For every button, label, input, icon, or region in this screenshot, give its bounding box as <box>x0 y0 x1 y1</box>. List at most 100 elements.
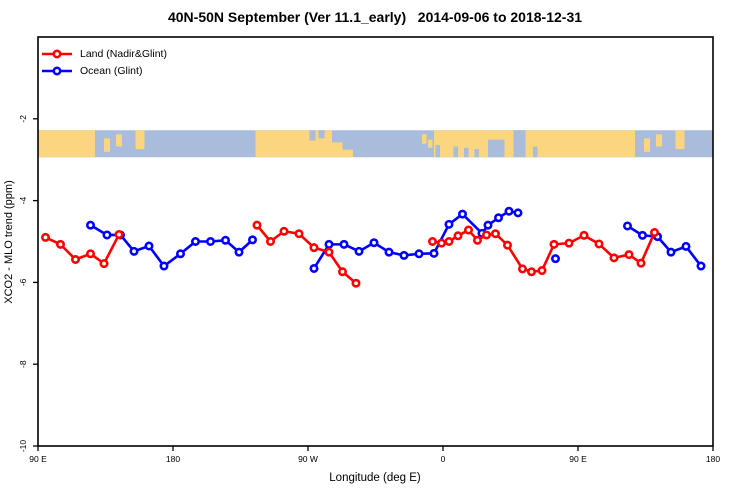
ocean-series-point <box>221 235 231 245</box>
legend-row-land: Land (Nadir&Glint) <box>42 45 167 62</box>
map-strip-island <box>428 139 433 148</box>
land-series-point <box>40 232 50 242</box>
land-series-point <box>99 259 109 269</box>
map-strip-island <box>656 134 662 147</box>
land-series-point <box>265 237 275 247</box>
land-series-point <box>624 250 634 260</box>
map-strip-water <box>513 130 526 158</box>
ocean-series-point <box>324 239 334 249</box>
x-tick-label: 180 <box>706 454 720 464</box>
ocean-series-point <box>399 250 409 260</box>
land-series-point <box>351 278 361 288</box>
x-tick-label: 90 E <box>29 454 47 464</box>
x-tick-label: 0 <box>441 454 446 464</box>
map-strip-water <box>453 146 458 158</box>
map-strip-water <box>488 139 505 158</box>
land-series-point <box>564 238 574 248</box>
ocean-series-point <box>414 249 424 259</box>
ocean-series-point <box>369 238 379 248</box>
land-series-point <box>444 237 454 247</box>
ocean-series-point <box>444 219 454 229</box>
map-strip-water <box>318 130 325 139</box>
land-series-point <box>309 243 319 253</box>
ocean-series-point <box>493 213 503 223</box>
land-series-point <box>526 267 536 277</box>
ocean-series-point <box>144 241 154 251</box>
legend: Land (Nadir&Glint) Ocean (Glint) <box>42 45 167 79</box>
map-strip-island <box>104 138 110 152</box>
land-series-point <box>463 225 473 235</box>
land-series-point <box>594 239 604 249</box>
land-series-point <box>71 254 81 264</box>
land-series-point <box>86 249 96 259</box>
map-strip-water <box>464 147 469 158</box>
legend-label-ocean: Ocean (Glint) <box>80 64 143 77</box>
y-tick-label: -6 <box>18 278 28 286</box>
land-series-point <box>279 226 289 236</box>
legend-row-ocean: Ocean (Glint) <box>42 62 167 79</box>
x-tick-label: 90 E <box>569 454 587 464</box>
x-tick-label: 90 W <box>298 454 318 464</box>
ocean-series-point <box>637 230 647 240</box>
land-series-point <box>427 237 437 247</box>
land-series-point <box>517 264 527 274</box>
ocean-series-point <box>513 208 523 218</box>
y-tick-label: -4 <box>18 197 28 205</box>
land-series-point <box>502 240 512 250</box>
ocean-series-point <box>550 254 560 264</box>
ocean-series-point <box>429 248 439 258</box>
map-strip-water <box>533 146 538 158</box>
land-series-point <box>294 229 304 239</box>
ocean-series-point <box>102 230 112 240</box>
y-tick-label: -10 <box>18 440 28 453</box>
x-tick-label: 180 <box>166 454 180 464</box>
map-strip-island <box>116 134 122 147</box>
map-strip-island <box>332 142 343 158</box>
map-strip-island <box>135 130 145 150</box>
ocean-series-point <box>504 206 514 216</box>
ocean-series-point <box>339 239 349 249</box>
land-series-point <box>436 238 446 248</box>
map-strip-island <box>644 138 650 152</box>
ocean-series-point <box>309 263 319 273</box>
land-series-point <box>55 239 65 249</box>
chart-title: 40N-50N September (Ver 11.1_early) 2014-… <box>167 9 583 25</box>
land-series-point <box>481 230 491 240</box>
legend-label-land: Land (Nadir&Glint) <box>80 47 167 60</box>
land-series-line <box>432 228 656 274</box>
map-strip-island <box>675 130 685 150</box>
map-strip-water <box>309 130 316 141</box>
land-series-point <box>252 220 262 230</box>
map-strip-water <box>474 149 479 158</box>
ocean-series-point <box>354 246 364 256</box>
ocean-series-line <box>89 224 254 268</box>
land-series-point <box>324 247 334 257</box>
land-series-point <box>609 253 619 263</box>
land-series-point <box>337 267 347 277</box>
ocean-series-point <box>248 235 258 245</box>
land-series-point <box>114 230 124 240</box>
ocean-series-point <box>483 220 493 230</box>
map-strip-water <box>435 145 440 158</box>
ocean-series-point <box>234 247 244 257</box>
plot-border <box>37 36 714 447</box>
land-series-point <box>549 239 559 249</box>
ocean-series-point <box>159 261 169 271</box>
land-series-point <box>537 266 547 276</box>
land-series-point <box>579 230 589 240</box>
ocean-series-point <box>206 237 216 247</box>
land-series-point <box>490 229 500 239</box>
land-series-point <box>453 231 463 241</box>
y-tick-label: -8 <box>18 360 28 368</box>
land-series-point <box>649 228 659 238</box>
map-strip-island <box>342 149 353 158</box>
ocean-series-line <box>312 209 519 270</box>
ocean-series-point <box>129 246 139 256</box>
ocean-series-point <box>681 241 691 251</box>
land-series-marker-icon <box>42 48 72 59</box>
y-axis-title: XCO2 - MLO trend (ppm) <box>3 180 15 304</box>
ocean-series-point <box>176 249 186 259</box>
ocean-series-point <box>666 247 676 257</box>
